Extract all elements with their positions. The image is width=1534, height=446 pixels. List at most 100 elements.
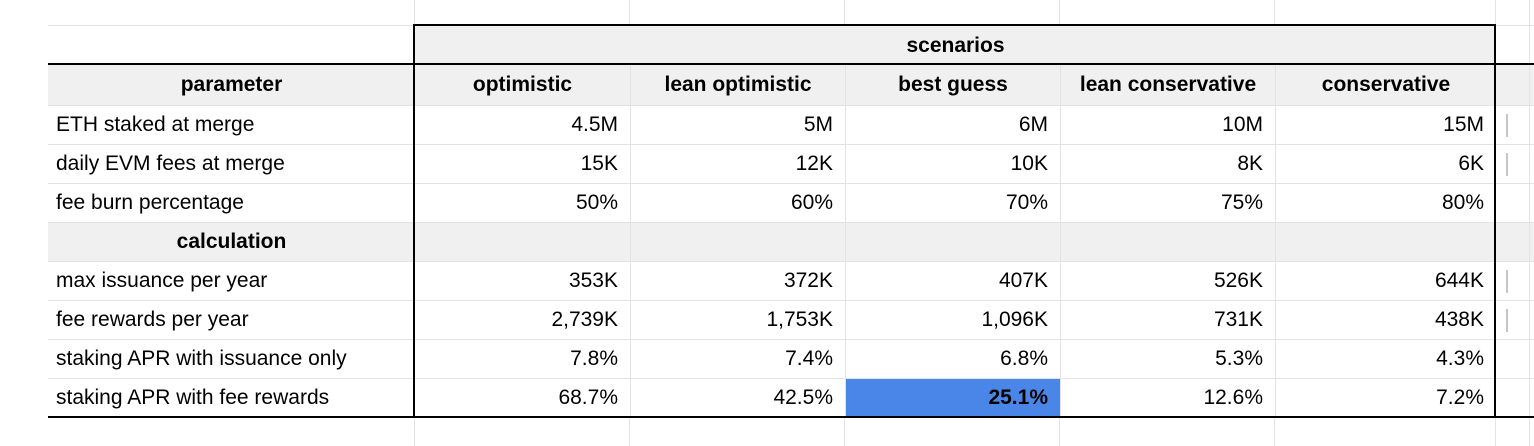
gridline xyxy=(1495,0,1496,26)
value-cell[interactable]: 8K xyxy=(1060,145,1275,184)
value-cell[interactable]: 4.5M xyxy=(415,106,630,145)
value-cell[interactable]: 80% xyxy=(1275,184,1496,223)
value-cell[interactable]: 526K xyxy=(1060,262,1275,301)
value-cell[interactable]: 407K xyxy=(845,262,1060,301)
left-margin xyxy=(0,262,48,301)
value-cell[interactable]: 15K xyxy=(415,145,630,184)
left-margin xyxy=(0,340,48,379)
value-cell[interactable] xyxy=(630,223,845,262)
value-cell[interactable] xyxy=(1060,223,1275,262)
value-cell[interactable]: 15M xyxy=(1275,106,1496,145)
blank-cell[interactable] xyxy=(48,26,415,65)
section-header-calculation[interactable]: calculation xyxy=(48,223,415,262)
gridline xyxy=(1529,0,1530,446)
table-row: max issuance per year 353K 372K 407K 526… xyxy=(0,262,1534,301)
column-header-parameter[interactable]: parameter xyxy=(48,65,415,106)
column-header-best-guess[interactable]: best guess xyxy=(845,65,1060,106)
left-margin xyxy=(0,379,48,418)
calculation-section-row: calculation xyxy=(0,223,1534,262)
value-cell[interactable] xyxy=(415,223,630,262)
table-row: fee rewards per year 2,739K 1,753K 1,096… xyxy=(0,301,1534,340)
table-border-top xyxy=(415,24,1496,26)
row-label-cell[interactable]: max issuance per year xyxy=(48,262,415,301)
clipped-cell-fragment xyxy=(1506,270,1508,293)
edge-cell xyxy=(1496,262,1534,301)
value-cell[interactable]: 6K xyxy=(1275,145,1496,184)
clipped-cell-fragment xyxy=(1506,309,1508,332)
value-cell[interactable]: 6.8% xyxy=(845,340,1060,379)
value-cell[interactable]: 75% xyxy=(1060,184,1275,223)
gridline xyxy=(48,25,415,26)
clipped-cell-fragment xyxy=(1506,153,1508,176)
row-label-cell[interactable]: fee burn percentage xyxy=(48,184,415,223)
value-cell[interactable]: 12K xyxy=(630,145,845,184)
value-cell[interactable]: 10K xyxy=(845,145,1060,184)
gridline xyxy=(414,418,415,446)
edge-cell xyxy=(1496,301,1534,340)
gridline xyxy=(1274,418,1275,446)
value-cell[interactable]: 5.3% xyxy=(1060,340,1275,379)
value-cell[interactable]: 7.2% xyxy=(1275,379,1496,418)
value-cell[interactable]: 372K xyxy=(630,262,845,301)
value-cell[interactable]: 1,096K xyxy=(845,301,1060,340)
value-cell[interactable]: 6M xyxy=(845,106,1060,145)
value-cell[interactable]: 1,753K xyxy=(630,301,845,340)
scenarios-merged-cell[interactable]: scenarios xyxy=(415,26,1496,65)
edge-cell xyxy=(1496,223,1534,262)
clipped-cell-fragment xyxy=(1506,114,1508,137)
value-cell[interactable] xyxy=(845,223,1060,262)
gridline xyxy=(414,0,415,26)
table-row: staking APR with fee rewards 68.7% 42.5%… xyxy=(0,379,1534,418)
value-cell[interactable]: 731K xyxy=(1060,301,1275,340)
column-header-lean-optimistic[interactable]: lean optimistic xyxy=(630,65,845,106)
row-label-cell[interactable]: staking APR with issuance only xyxy=(48,340,415,379)
value-cell[interactable]: 4.3% xyxy=(1275,340,1496,379)
gridline xyxy=(1059,418,1060,446)
left-margin xyxy=(0,301,48,340)
table-border-right xyxy=(1494,24,1496,418)
value-cell[interactable]: 7.4% xyxy=(630,340,845,379)
gridline xyxy=(1495,418,1496,446)
column-header-optimistic[interactable]: optimistic xyxy=(415,65,630,106)
gridline xyxy=(629,0,630,26)
value-cell[interactable]: 50% xyxy=(415,184,630,223)
value-cell[interactable]: 10M xyxy=(1060,106,1275,145)
table-row: fee burn percentage 50% 60% 70% 75% 80% xyxy=(0,184,1534,223)
edge-cell xyxy=(1496,65,1534,106)
value-cell[interactable] xyxy=(1275,223,1496,262)
left-margin xyxy=(0,145,48,184)
value-cell[interactable]: 5M xyxy=(630,106,845,145)
scenarios-row: scenarios xyxy=(0,26,1534,65)
value-cell[interactable]: 60% xyxy=(630,184,845,223)
gridline xyxy=(1059,0,1060,26)
left-margin xyxy=(0,223,48,262)
row-label-cell[interactable]: fee rewards per year xyxy=(48,301,415,340)
value-cell[interactable]: 438K xyxy=(1275,301,1496,340)
table-border-bottom xyxy=(48,416,1534,418)
left-margin xyxy=(0,26,48,65)
highlighted-value-cell[interactable]: 25.1% xyxy=(845,379,1060,418)
gridline xyxy=(629,418,630,446)
gridline xyxy=(844,418,845,446)
edge-cell xyxy=(1496,145,1534,184)
value-cell[interactable]: 353K xyxy=(415,262,630,301)
value-cell[interactable]: 7.8% xyxy=(415,340,630,379)
gridline xyxy=(844,0,845,26)
column-header-row: parameter optimistic lean optimistic bes… xyxy=(0,65,1534,106)
value-cell[interactable]: 68.7% xyxy=(415,379,630,418)
column-header-lean-conservative[interactable]: lean conservative xyxy=(1060,65,1275,106)
table-border-left xyxy=(413,24,415,418)
row-label-cell[interactable]: ETH staked at merge xyxy=(48,106,415,145)
value-cell[interactable]: 2,739K xyxy=(415,301,630,340)
row-label-cell[interactable]: staking APR with fee rewards xyxy=(48,379,415,418)
gridline xyxy=(1274,0,1275,26)
table-row: daily EVM fees at merge 15K 12K 10K 8K 6… xyxy=(0,145,1534,184)
table-row: ETH staked at merge 4.5M 5M 6M 10M 15M xyxy=(0,106,1534,145)
value-cell[interactable]: 644K xyxy=(1275,262,1496,301)
value-cell[interactable]: 12.6% xyxy=(1060,379,1275,418)
column-header-conservative[interactable]: conservative xyxy=(1275,65,1496,106)
value-cell[interactable]: 70% xyxy=(845,184,1060,223)
row-label-cell[interactable]: daily EVM fees at merge xyxy=(48,145,415,184)
value-cell[interactable]: 42.5% xyxy=(630,379,845,418)
